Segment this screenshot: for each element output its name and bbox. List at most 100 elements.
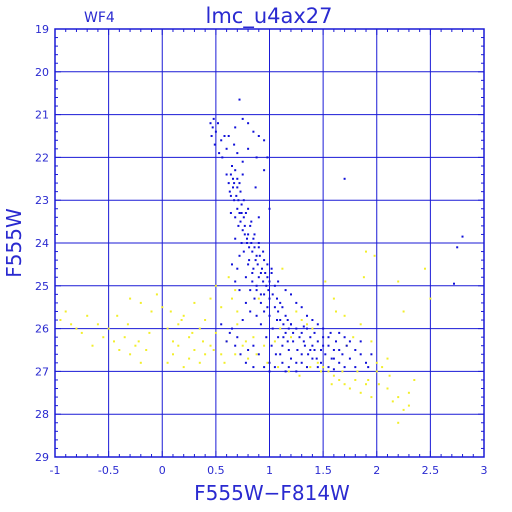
data-point [177, 344, 180, 347]
data-point [247, 233, 250, 236]
data-point [234, 216, 237, 219]
data-point [332, 349, 335, 351]
data-point [295, 310, 298, 313]
data-point [252, 336, 255, 339]
data-point [329, 331, 332, 334]
data-point [251, 280, 254, 283]
data-point [268, 314, 271, 317]
data-point [123, 336, 126, 339]
data-point [225, 147, 228, 150]
data-point [461, 235, 464, 238]
data-point [424, 267, 426, 270]
data-point [231, 327, 233, 330]
data-point [255, 353, 258, 356]
data-point [236, 186, 239, 189]
data-point [253, 246, 256, 249]
data-point [240, 203, 243, 206]
data-point [284, 289, 287, 292]
data-point [309, 366, 312, 369]
data-point [365, 250, 367, 253]
data-point [180, 319, 183, 321]
data-point [188, 336, 191, 339]
data-point [223, 135, 226, 137]
data-point [327, 370, 330, 373]
data-point [327, 336, 330, 339]
data-point [284, 331, 287, 334]
data-point [182, 314, 185, 317]
data-point [248, 246, 251, 249]
y-tick-label: 19 [35, 23, 49, 36]
data-point [259, 293, 262, 296]
data-point [263, 366, 266, 369]
data-point [238, 212, 241, 214]
data-point [365, 383, 367, 386]
data-point [327, 344, 330, 347]
data-point [292, 340, 295, 343]
data-point [397, 396, 400, 399]
data-point [268, 370, 271, 373]
data-point [370, 353, 373, 356]
data-point [213, 143, 216, 146]
data-point [243, 233, 246, 236]
data-point [139, 361, 142, 364]
data-point [255, 254, 258, 257]
data-point [257, 297, 260, 300]
data-point [273, 366, 276, 369]
data-point [244, 301, 247, 304]
data-point [191, 331, 194, 334]
data-point [257, 246, 260, 249]
data-point [302, 340, 305, 343]
data-point [282, 323, 285, 326]
data-point [253, 233, 256, 236]
data-point [413, 379, 416, 381]
data-point [193, 301, 196, 304]
data-point [300, 331, 303, 334]
data-point [343, 366, 346, 369]
data-point [307, 353, 310, 356]
data-point [227, 182, 230, 185]
data-point [311, 327, 314, 330]
data-point [402, 310, 405, 313]
data-point [236, 207, 239, 210]
data-point [286, 319, 289, 321]
data-point [277, 280, 280, 283]
data-point [348, 340, 351, 343]
ticks-layer: -1 -0.5 0 0.5 1 1.5 2 2.5 3 19 20 21 22 23 24 25 26 27 28 2… [35, 23, 488, 477]
data-point [236, 267, 239, 270]
data-point [212, 117, 215, 120]
data-point [198, 361, 201, 364]
data-point [139, 301, 142, 304]
data-point [241, 344, 244, 347]
data-point [311, 357, 314, 360]
data-point [298, 374, 301, 377]
data-point [327, 366, 330, 369]
data-point [241, 160, 244, 163]
data-point [268, 207, 271, 210]
data-point [253, 297, 256, 300]
data-point [290, 336, 292, 339]
data-point [281, 306, 284, 309]
data-point [129, 297, 132, 300]
data-point [262, 250, 265, 253]
data-point [330, 357, 333, 360]
data-point [107, 327, 110, 330]
data-point [262, 280, 265, 283]
data-point [241, 117, 244, 120]
data-point [320, 349, 322, 351]
data-point [287, 327, 290, 330]
data-point [263, 293, 266, 296]
data-point [129, 353, 132, 356]
data-point [277, 336, 280, 339]
data-point [397, 280, 400, 283]
data-point [238, 182, 241, 185]
data-point [255, 289, 258, 292]
data-point [330, 383, 333, 386]
data-point [75, 327, 78, 330]
data-point [386, 357, 389, 360]
data-point [236, 177, 239, 180]
chart-title: lmc_u4ax27 [205, 4, 332, 29]
data-point [148, 331, 151, 334]
data-point [247, 147, 250, 150]
data-point [273, 306, 276, 309]
data-point [313, 349, 316, 351]
